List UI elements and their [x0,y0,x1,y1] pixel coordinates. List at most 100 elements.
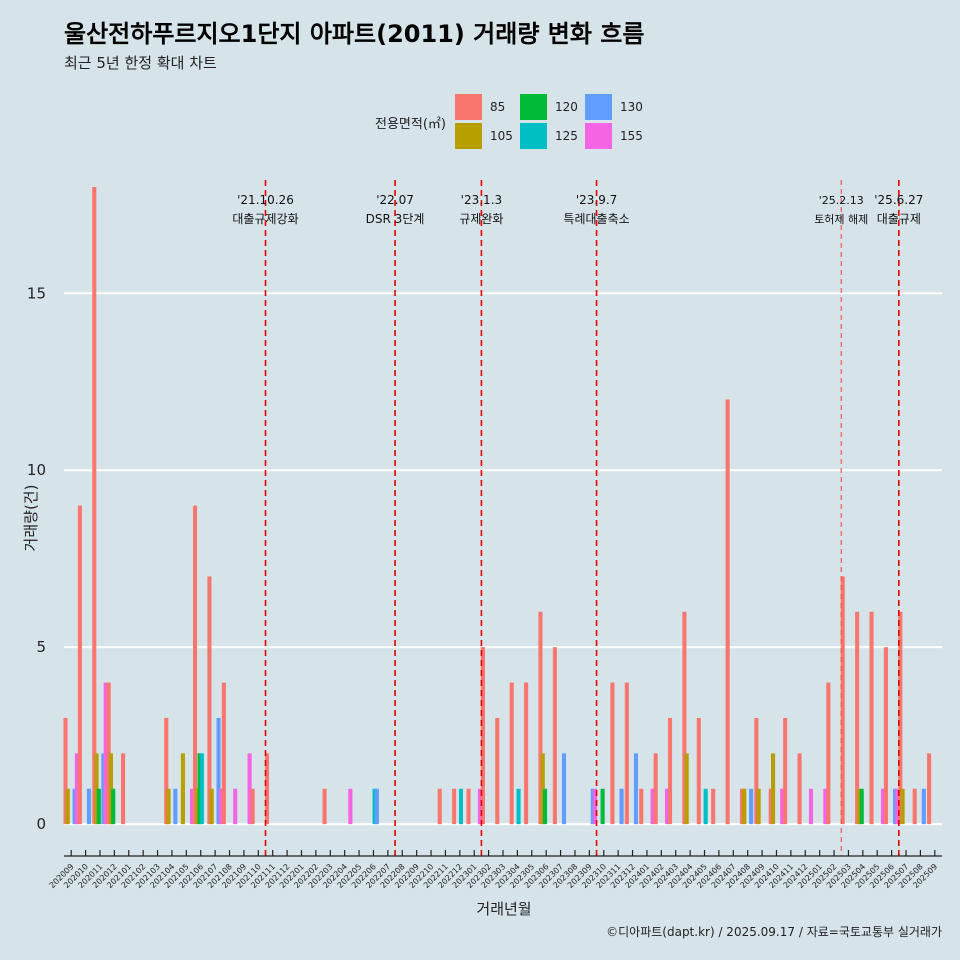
y-tick-label: 10 [27,461,46,479]
bar-202408-105 [742,788,747,825]
bar-202011-120 [96,788,101,825]
bar-202107-85 [207,576,212,825]
bar-202504-85 [855,611,860,825]
legend-key-125 [520,123,547,149]
event-label: 규제완화 [459,212,503,226]
bar-202408-85 [739,788,745,825]
bar-202411-85 [783,717,788,825]
bar-202304-125 [516,788,521,825]
legend-title: 전용면적(㎡) [375,117,446,132]
bar-202309-130 [590,788,595,825]
bar-202407-85 [725,399,730,825]
legend-key-155 [585,123,612,149]
bars [63,187,932,825]
chart-title: 울산전하푸르지오1단지 아파트(2011) 거래량 변화 흐름 [64,20,644,48]
caption: ©디아파트(dapt.kr) / 2025.09.17 / 자료=국토교통부 실… [606,925,942,939]
bar-202106-125 [199,753,204,825]
bar-202107-105 [209,788,214,825]
bar-202011-85 [92,187,97,825]
bar-202410-105 [771,753,776,825]
bar-202412-155 [808,788,814,825]
y-tick-label: 5 [36,638,46,656]
legend-key-120 [520,94,547,120]
legend-key-105 [455,123,482,149]
bar-202009-130 [72,788,77,825]
bar-202506-130 [892,788,898,825]
chart-subtitle: 최근 5년 한정 확대 차트 [64,54,217,72]
bar-202410-155 [780,788,785,825]
legend: 전용면적(㎡) 85 105 120 125 130 155 [375,94,643,149]
bar-202107-130 [216,717,221,825]
bar-202108-85 [221,682,226,825]
bar-202009-105 [65,788,70,825]
bar-202504-120 [859,788,864,825]
bar-202111-85 [264,753,270,825]
event-date: '23.1.3 [461,193,502,207]
bar-202410-85 [768,788,773,825]
bar-202509-85 [927,753,932,825]
event-date: '25.6.27 [874,193,923,207]
bar-202310-120 [600,788,605,825]
event-lines: '21.10.26 대출규제강화 '22.07 DSR 3단계 '23.1.3 규제완화 '… [232,180,923,856]
bar-202309-155 [593,788,598,825]
bar-202206-130 [374,788,379,825]
legend-label-105: 105 [490,129,513,143]
event-label: DSR 3단계 [366,212,425,226]
bar-202306-105 [540,753,545,825]
bar-202012-85 [106,682,111,825]
bar-202301-155 [477,788,482,825]
bar-202110-85 [250,788,255,825]
event-label: 토허제 해제 [814,212,868,226]
bar-202203-85 [322,788,327,825]
bar-202304-85 [509,682,514,825]
bar-202211-85 [437,788,442,825]
legend-label-120: 120 [555,100,578,114]
bar-202011-130 [101,753,106,825]
y-tick-label: 0 [36,815,46,833]
bar-202507-85 [898,611,903,825]
bar-202307-85 [552,647,557,825]
bar-202011-105 [94,753,99,825]
bar-202501-155 [823,788,828,825]
bar-202105-105 [180,753,185,825]
bar-202406-85 [711,788,716,825]
bar-202104-130 [173,788,178,825]
event-date: '23.9.7 [576,193,617,207]
bar-202107-155 [218,788,223,825]
bar-202405-85 [696,717,701,825]
bar-202106-85 [192,505,198,825]
bar-202303-85 [495,717,500,825]
legend-label-130: 130 [620,100,643,114]
bar-202104-105 [166,788,171,825]
bar-202311-130 [619,788,624,825]
x-axis: 2020092020102020112020122021012021022021… [48,850,942,890]
legend-label-85: 85 [490,100,505,114]
bar-202403-85 [667,717,673,825]
y-axis: 0 5 10 15 [27,284,46,833]
bar-202503-85 [840,576,845,825]
x-axis-title: 거래년월 [476,900,531,918]
bar-202409-105 [756,788,761,825]
bar-202206-125 [372,788,377,825]
legend-label-125: 125 [555,129,578,143]
bar-202009-155 [74,753,79,825]
bar-202302-85 [480,647,485,825]
bar-202404-105 [684,753,689,825]
bar-202109-155 [247,753,252,825]
bar-202402-155 [664,788,670,825]
legend-label-155: 155 [620,129,643,143]
bar-202508-85 [912,788,917,825]
bar-202009-85 [63,717,68,825]
bar-202312-130 [633,753,639,825]
bar-202212-125 [458,788,464,825]
bar-202012-105 [108,753,114,825]
event-date: '21.10.26 [237,193,294,207]
bar-202506-85 [883,647,888,825]
bar-202312-85 [624,682,629,825]
bar-202508-130 [921,788,926,825]
bar-202106-120 [197,753,202,825]
bar-202011-155 [103,682,108,825]
event-label: 특례대출축소 [563,212,629,226]
bar-202105-155 [189,788,195,825]
